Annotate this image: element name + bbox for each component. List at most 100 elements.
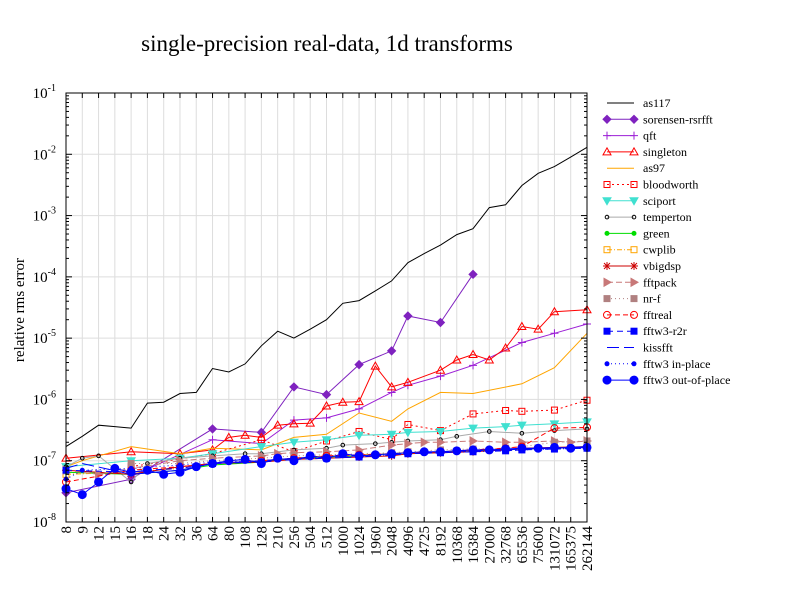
legend-marker — [602, 146, 612, 156]
series-point-bloodworth — [469, 410, 477, 418]
legend-marker — [604, 361, 610, 367]
series-point-fftw3-out-of-place — [354, 451, 364, 461]
series-point-singleton — [500, 343, 511, 352]
series-point-temperton — [340, 442, 346, 448]
series-point-temperton — [454, 434, 460, 439]
series-point-singleton — [223, 432, 234, 441]
series-point-temperton — [552, 428, 557, 433]
legend-item-fftw3-out-of-place: fftw3 out-of-place — [602, 373, 730, 387]
legend-item-nr-f: nr-f — [603, 292, 661, 306]
x-tick-label: 16384 — [466, 526, 482, 564]
series-point-fftw3-out-of-place — [370, 450, 380, 460]
series-point-fftw3-out-of-place — [273, 453, 283, 463]
series-point-fftw3-out-of-place — [159, 469, 169, 479]
legend-marker — [602, 375, 612, 385]
series-as97 — [65, 332, 588, 468]
x-tick-label: 4725 — [417, 526, 433, 556]
legend-item-vbigdsp: vbigdsp — [603, 259, 681, 273]
y-tick-label: 10-1 — [33, 83, 56, 102]
series-point-bloodworth — [550, 406, 558, 414]
x-tick-label: 262144 — [580, 526, 596, 572]
series-point-sorensen-rsrfft — [354, 359, 364, 370]
series-point-sorensen-rsrfft — [435, 317, 446, 328]
x-tick-label: 64 — [206, 526, 222, 542]
series-point-singleton — [370, 361, 381, 370]
series-point-singleton — [451, 354, 462, 364]
series-point-sciport — [386, 430, 397, 440]
series-point-fftpack — [436, 437, 446, 448]
legend-marker — [603, 310, 611, 319]
series-point-temperton — [519, 431, 525, 436]
legend-item-fftpack: fftpack — [603, 275, 677, 289]
y-tick-label: 10-5 — [33, 328, 56, 347]
series-point-singleton — [321, 401, 332, 410]
x-tick-label: 504 — [303, 526, 319, 549]
series-point-fftw3-out-of-place — [501, 444, 511, 454]
series-point-sciport — [354, 431, 364, 441]
chart-title: single-precision real-data, 1d transform… — [141, 31, 513, 56]
series-line-as97 — [65, 332, 588, 468]
x-tick-label: 32768 — [499, 526, 515, 564]
legend-label: vbigdsp — [643, 259, 681, 273]
legend-item-temperton: temperton — [604, 210, 692, 224]
series-point-fftw3-out-of-place — [208, 459, 218, 469]
series-point-singleton — [305, 418, 316, 427]
legend-marker — [603, 277, 613, 288]
series-point-fftw3-out-of-place — [305, 451, 315, 461]
x-tick-labels: 8 9 12 15 16 18 24 32 36 64 80 108 128 210 256 504 512 10… — [59, 526, 596, 572]
x-tick-label: 32 — [173, 526, 189, 541]
legend-label: fftpack — [643, 275, 677, 289]
legend-marker — [604, 214, 610, 220]
series-point-sorensen-rsrfft — [321, 389, 332, 400]
series-point-bloodworth — [518, 407, 526, 415]
series-point-fftw3-out-of-place — [110, 463, 120, 473]
legend-label: kissfft — [643, 341, 673, 355]
y-tick-label: 10-8 — [33, 512, 56, 531]
series-point-bloodworth — [404, 420, 412, 428]
legend-label: sorensen-rsrfft — [643, 112, 713, 126]
y-axis-label: relative rms error — [12, 258, 28, 362]
series-point-fftw3-out-of-place — [94, 477, 104, 487]
legend-item-sciport: sciport — [602, 194, 676, 208]
series-point-fftw3-out-of-place — [175, 467, 185, 477]
x-tick-label: 24 — [157, 526, 173, 542]
series-point-fftw3-out-of-place — [435, 447, 445, 457]
series-point-fftw3-out-of-place — [289, 456, 299, 466]
legend-marker — [630, 131, 638, 140]
legend-item-qft: qft — [603, 129, 657, 143]
series-fftw3-out-of-place — [61, 442, 592, 500]
series-point-fftw3-in-place — [177, 462, 183, 468]
x-tick-label: 8192 — [433, 526, 449, 556]
series-point-fftw3-out-of-place — [77, 490, 87, 500]
legend-item-singleton: singleton — [602, 145, 687, 159]
x-tick-label: 8 — [59, 526, 75, 534]
series-point-fftw3-out-of-place — [240, 454, 250, 464]
series-point-singleton — [549, 306, 560, 316]
x-tick-label: 1960 — [368, 526, 384, 556]
y-tick-label: 10-7 — [33, 451, 56, 470]
series-point-fftw3-out-of-place — [256, 459, 266, 469]
legend-item-as97: as97 — [607, 161, 665, 175]
series-point-fftw3-out-of-place — [468, 445, 478, 455]
series-point-temperton — [128, 479, 134, 485]
legend-marker — [603, 295, 611, 303]
series-point-sciport — [256, 443, 267, 452]
legend-marker — [630, 262, 638, 270]
legend-marker — [629, 197, 639, 206]
legend-label: as117 — [643, 96, 671, 110]
legend-marker — [603, 181, 611, 188]
legend-marker — [631, 230, 637, 236]
x-tick-label: 16 — [124, 526, 140, 542]
x-tick-label: 36 — [189, 526, 205, 542]
series-point-fftpack — [420, 437, 430, 448]
y-tick-label: 10-2 — [33, 144, 56, 163]
legend-label: temperton — [643, 210, 692, 224]
series-point-fftw3-out-of-place — [549, 442, 559, 452]
x-tick-label: 15 — [108, 526, 124, 541]
series-point-qft — [550, 329, 559, 338]
series-point-fftpack — [388, 440, 397, 450]
series-point-temperton — [96, 453, 101, 459]
series-point-fftw3-out-of-place — [322, 453, 331, 463]
